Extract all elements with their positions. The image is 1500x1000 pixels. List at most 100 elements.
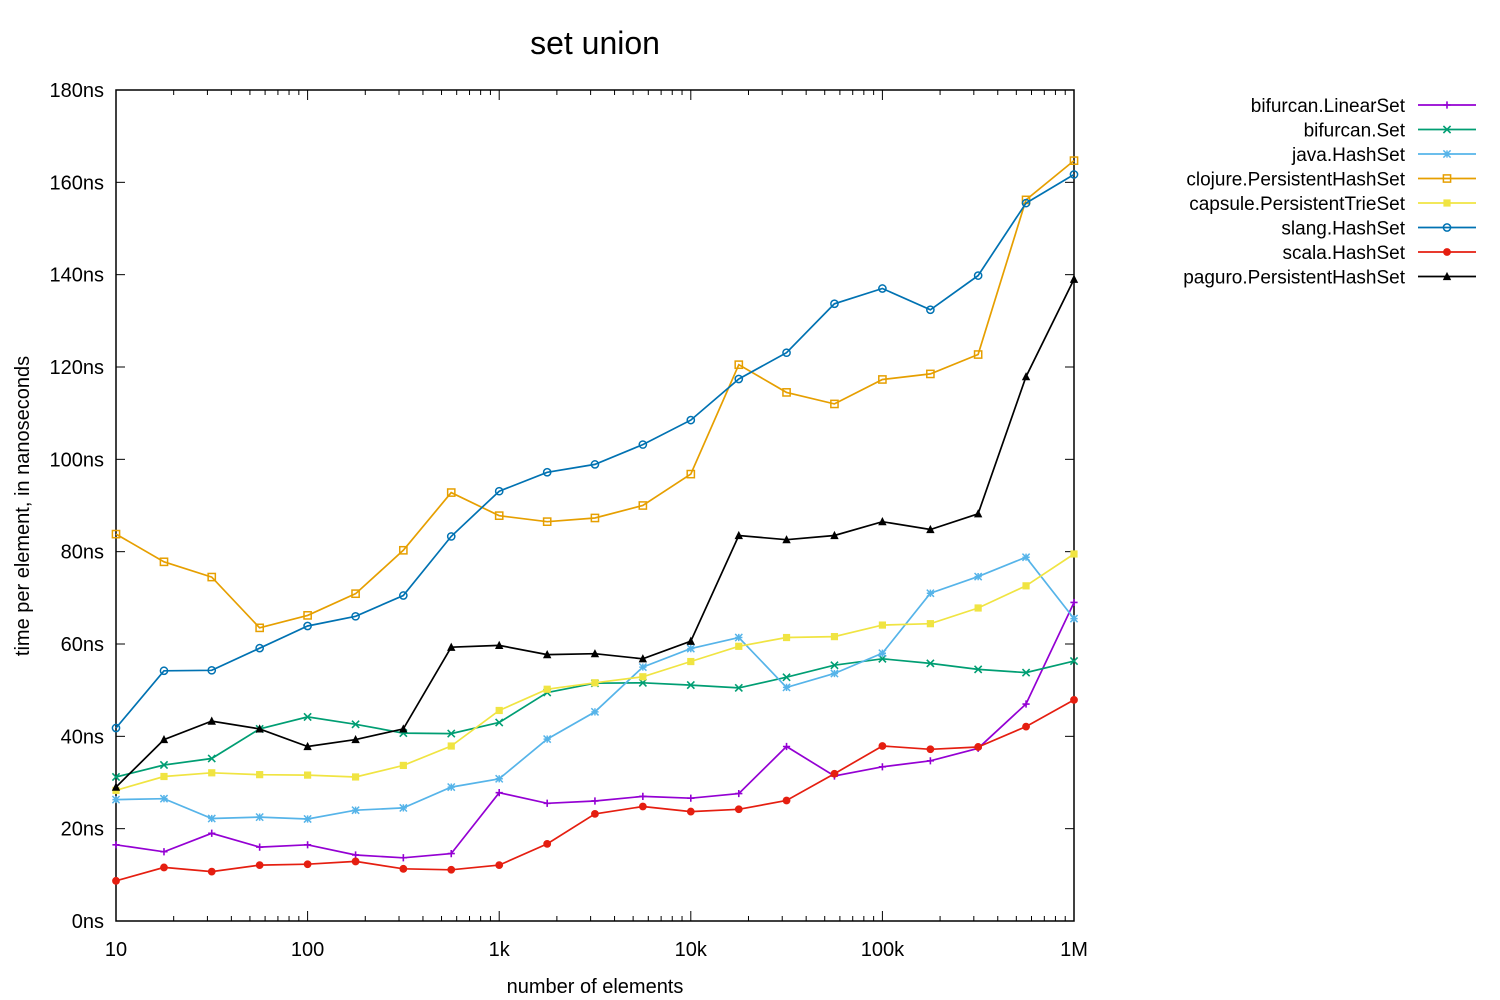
series-scala-hashset	[112, 695, 1078, 885]
data-point	[590, 460, 600, 469]
data-point	[111, 723, 121, 733]
series-line	[115, 173, 1075, 729]
data-point	[1022, 722, 1030, 731]
y-tick-label: 160ns	[50, 172, 105, 194]
data-point	[973, 271, 983, 280]
data-point	[926, 620, 934, 628]
data-point	[686, 644, 695, 653]
data-point	[734, 374, 744, 384]
data-point	[159, 557, 169, 567]
data-point	[782, 796, 791, 805]
y-axis-label: time per element, in nanoseconds	[12, 356, 34, 656]
data-point	[590, 649, 600, 658]
data-point	[543, 840, 552, 848]
x-tick-label: 1k	[489, 939, 511, 961]
data-point	[160, 848, 168, 856]
data-point	[639, 673, 647, 681]
data-point	[303, 860, 312, 869]
data-point	[398, 545, 408, 555]
data-point	[1021, 372, 1031, 381]
data-point	[686, 415, 696, 425]
data-point	[255, 812, 264, 822]
data-point	[208, 769, 216, 777]
legend-label: bifurcan.Set	[1304, 121, 1406, 142]
data-point	[207, 716, 216, 725]
data-point	[303, 611, 312, 620]
legend-label: scala.HashSet	[1282, 243, 1405, 264]
data-point	[304, 841, 312, 849]
legend-label: bifurcan.LinearSet	[1251, 96, 1406, 117]
data-point	[159, 666, 169, 676]
data-point	[973, 350, 983, 359]
y-tick-label: 100ns	[50, 449, 105, 471]
data-point	[351, 773, 360, 781]
series-slang-hashset	[111, 170, 1079, 733]
data-point	[303, 712, 312, 722]
y-tick-label: 60ns	[61, 634, 104, 656]
plot-area-border	[115, 89, 1075, 922]
data-point	[159, 794, 169, 803]
data-point	[1070, 550, 1078, 558]
data-point	[686, 469, 696, 479]
x-axis-label: number of elements	[507, 976, 684, 998]
data-point	[111, 772, 121, 782]
data-point	[447, 642, 456, 651]
legend: bifurcan.LinearSet bifurcan.Set java.HashS…	[1183, 96, 1476, 289]
data-point	[782, 348, 791, 358]
series-line	[115, 553, 1075, 792]
data-point	[1069, 614, 1079, 623]
data-point	[830, 669, 839, 678]
data-point	[543, 734, 552, 744]
data-point	[399, 803, 408, 813]
data-point	[255, 724, 264, 733]
y-tick-label: 120ns	[50, 357, 105, 379]
data-point	[973, 665, 983, 674]
data-point	[351, 734, 360, 744]
y-tick-label: 80ns	[61, 542, 104, 564]
x-tick-label: 100	[291, 939, 324, 961]
data-point	[495, 774, 504, 783]
data-point	[398, 591, 408, 600]
data-point	[782, 633, 791, 642]
data-point	[1070, 598, 1078, 607]
legend-label: clojure.PersistentHashSet	[1186, 170, 1405, 191]
data-point	[447, 865, 456, 874]
data-point	[543, 685, 551, 693]
data-point	[1022, 582, 1030, 590]
data-point	[590, 707, 600, 716]
data-point	[112, 841, 120, 849]
data-point	[878, 649, 887, 658]
data-point	[208, 829, 216, 837]
data-point	[687, 657, 695, 666]
data-point	[782, 742, 791, 751]
data-point	[878, 742, 887, 750]
data-point	[782, 388, 791, 397]
x-tick-label: 10	[105, 939, 127, 961]
data-point	[111, 795, 121, 804]
data-point	[495, 789, 503, 797]
legend-label: slang.HashSet	[1281, 219, 1405, 240]
legend-marker	[1442, 223, 1452, 232]
data-point	[926, 524, 935, 534]
data-point	[1021, 668, 1031, 677]
data-point	[782, 535, 791, 544]
data-point	[973, 509, 983, 518]
data-point	[878, 284, 887, 293]
data-point	[303, 814, 312, 824]
data-point	[351, 589, 360, 599]
legend-marker	[1443, 199, 1451, 207]
data-point	[734, 633, 743, 642]
data-point	[495, 718, 504, 727]
data-point	[1069, 156, 1079, 165]
data-point	[591, 797, 599, 805]
data-point	[494, 486, 504, 496]
data-point	[256, 771, 264, 779]
legend-marker	[1442, 174, 1452, 183]
series-java-hashset	[111, 553, 1079, 824]
data-point	[495, 861, 504, 870]
data-point	[207, 572, 217, 582]
data-point	[878, 763, 886, 771]
data-point	[255, 861, 264, 870]
data-point	[1069, 656, 1079, 666]
data-point	[111, 529, 121, 539]
